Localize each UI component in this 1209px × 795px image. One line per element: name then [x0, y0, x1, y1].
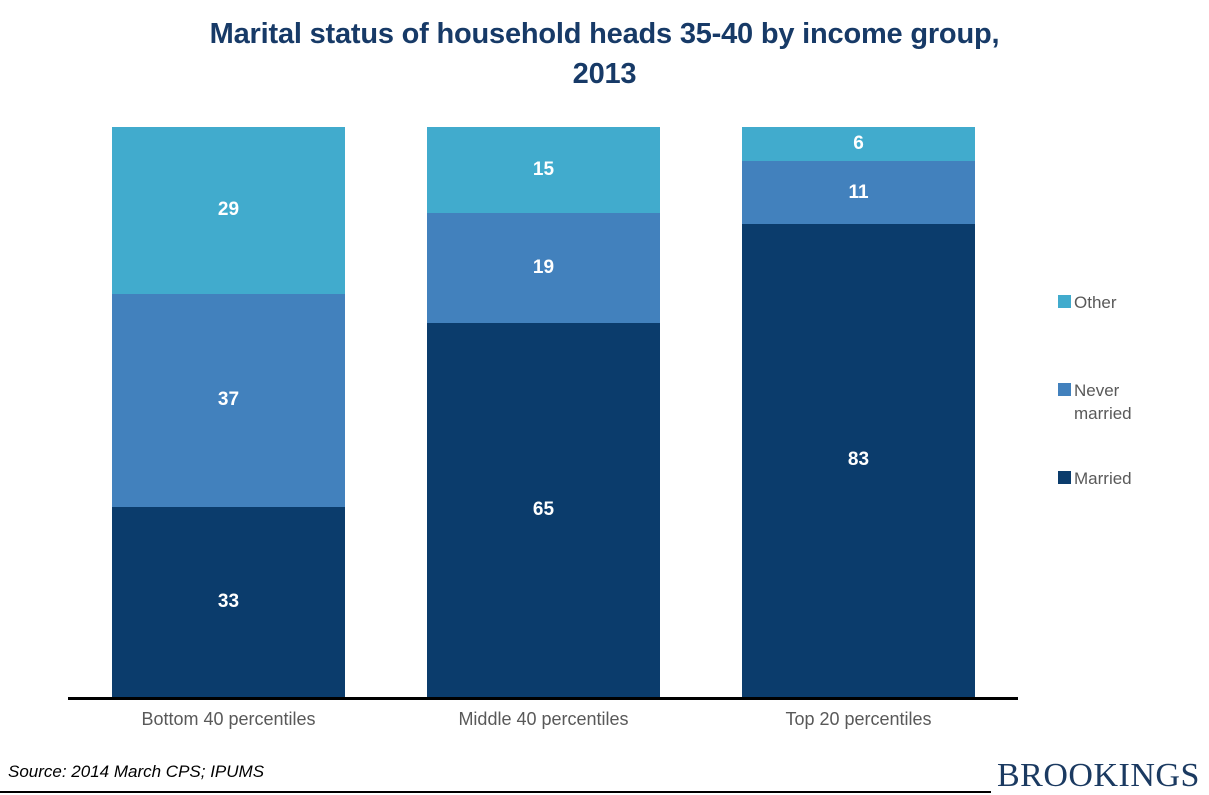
- bar-segment-never-married: 19: [427, 213, 660, 323]
- bar-value-label: 37: [217, 389, 240, 411]
- brookings-logo: BROOKINGS: [997, 757, 1200, 794]
- bar-value-label: 11: [848, 181, 869, 203]
- chart-title-line1: Marital status of household heads 35-40 …: [209, 18, 1000, 50]
- chart-title: Marital status of household heads 35-40 …: [0, 14, 1209, 94]
- source-note: Source: 2014 March CPS; IPUMS: [8, 762, 265, 781]
- bar-value-label: 29: [217, 199, 240, 221]
- legend-label: Never married: [1074, 381, 1132, 423]
- bar-value-label: 15: [532, 159, 555, 181]
- bar-value-label: 65: [532, 498, 555, 520]
- chart-title-line2: 2013: [572, 58, 637, 90]
- legend-swatch-icon: [1058, 295, 1071, 308]
- bar-value-label: 33: [217, 590, 240, 612]
- legend-item-never-married: Never married: [1058, 379, 1146, 425]
- bar-segment-married: 83: [742, 223, 975, 697]
- stacked-bar: 29 37 33: [112, 127, 345, 697]
- legend-label: Other: [1074, 293, 1117, 312]
- legend-swatch-icon: [1058, 471, 1071, 484]
- x-axis-line: [68, 697, 1018, 700]
- stacked-bar: 15 19 65: [427, 127, 660, 697]
- stacked-bar: 6 11 83: [742, 127, 975, 697]
- bar-segment-married: 65: [427, 322, 660, 697]
- category-label: Middle 40 percentiles: [458, 709, 629, 729]
- bar-segment-married: 33: [112, 506, 345, 697]
- bar-segment-other: 29: [112, 127, 345, 294]
- bar-segment-never-married: 11: [742, 161, 975, 224]
- category-labels: Bottom 40 percentiles Middle 40 percentil…: [0, 709, 1209, 733]
- bar-segment-other: 15: [427, 127, 660, 214]
- legend-item-married: Married: [1058, 467, 1146, 490]
- legend-label: Married: [1074, 469, 1132, 488]
- plot-area: 29 37 33 15 19 65 6 11 83: [68, 127, 1018, 697]
- legend-swatch-icon: [1058, 383, 1071, 396]
- bar-segment-other: 6: [742, 127, 975, 162]
- bar-segment-never-married: 37: [112, 293, 345, 507]
- category-label: Top 20 percentiles: [785, 709, 932, 729]
- legend: Other Never married Married: [1058, 291, 1168, 501]
- footer-rule: [0, 791, 991, 793]
- category-label: Bottom 40 percentiles: [141, 709, 316, 729]
- bar-value-label: 19: [532, 257, 555, 279]
- bar-value-label: 83: [847, 449, 870, 471]
- legend-item-other: Other: [1058, 291, 1146, 314]
- bar-value-label: 6: [853, 133, 864, 155]
